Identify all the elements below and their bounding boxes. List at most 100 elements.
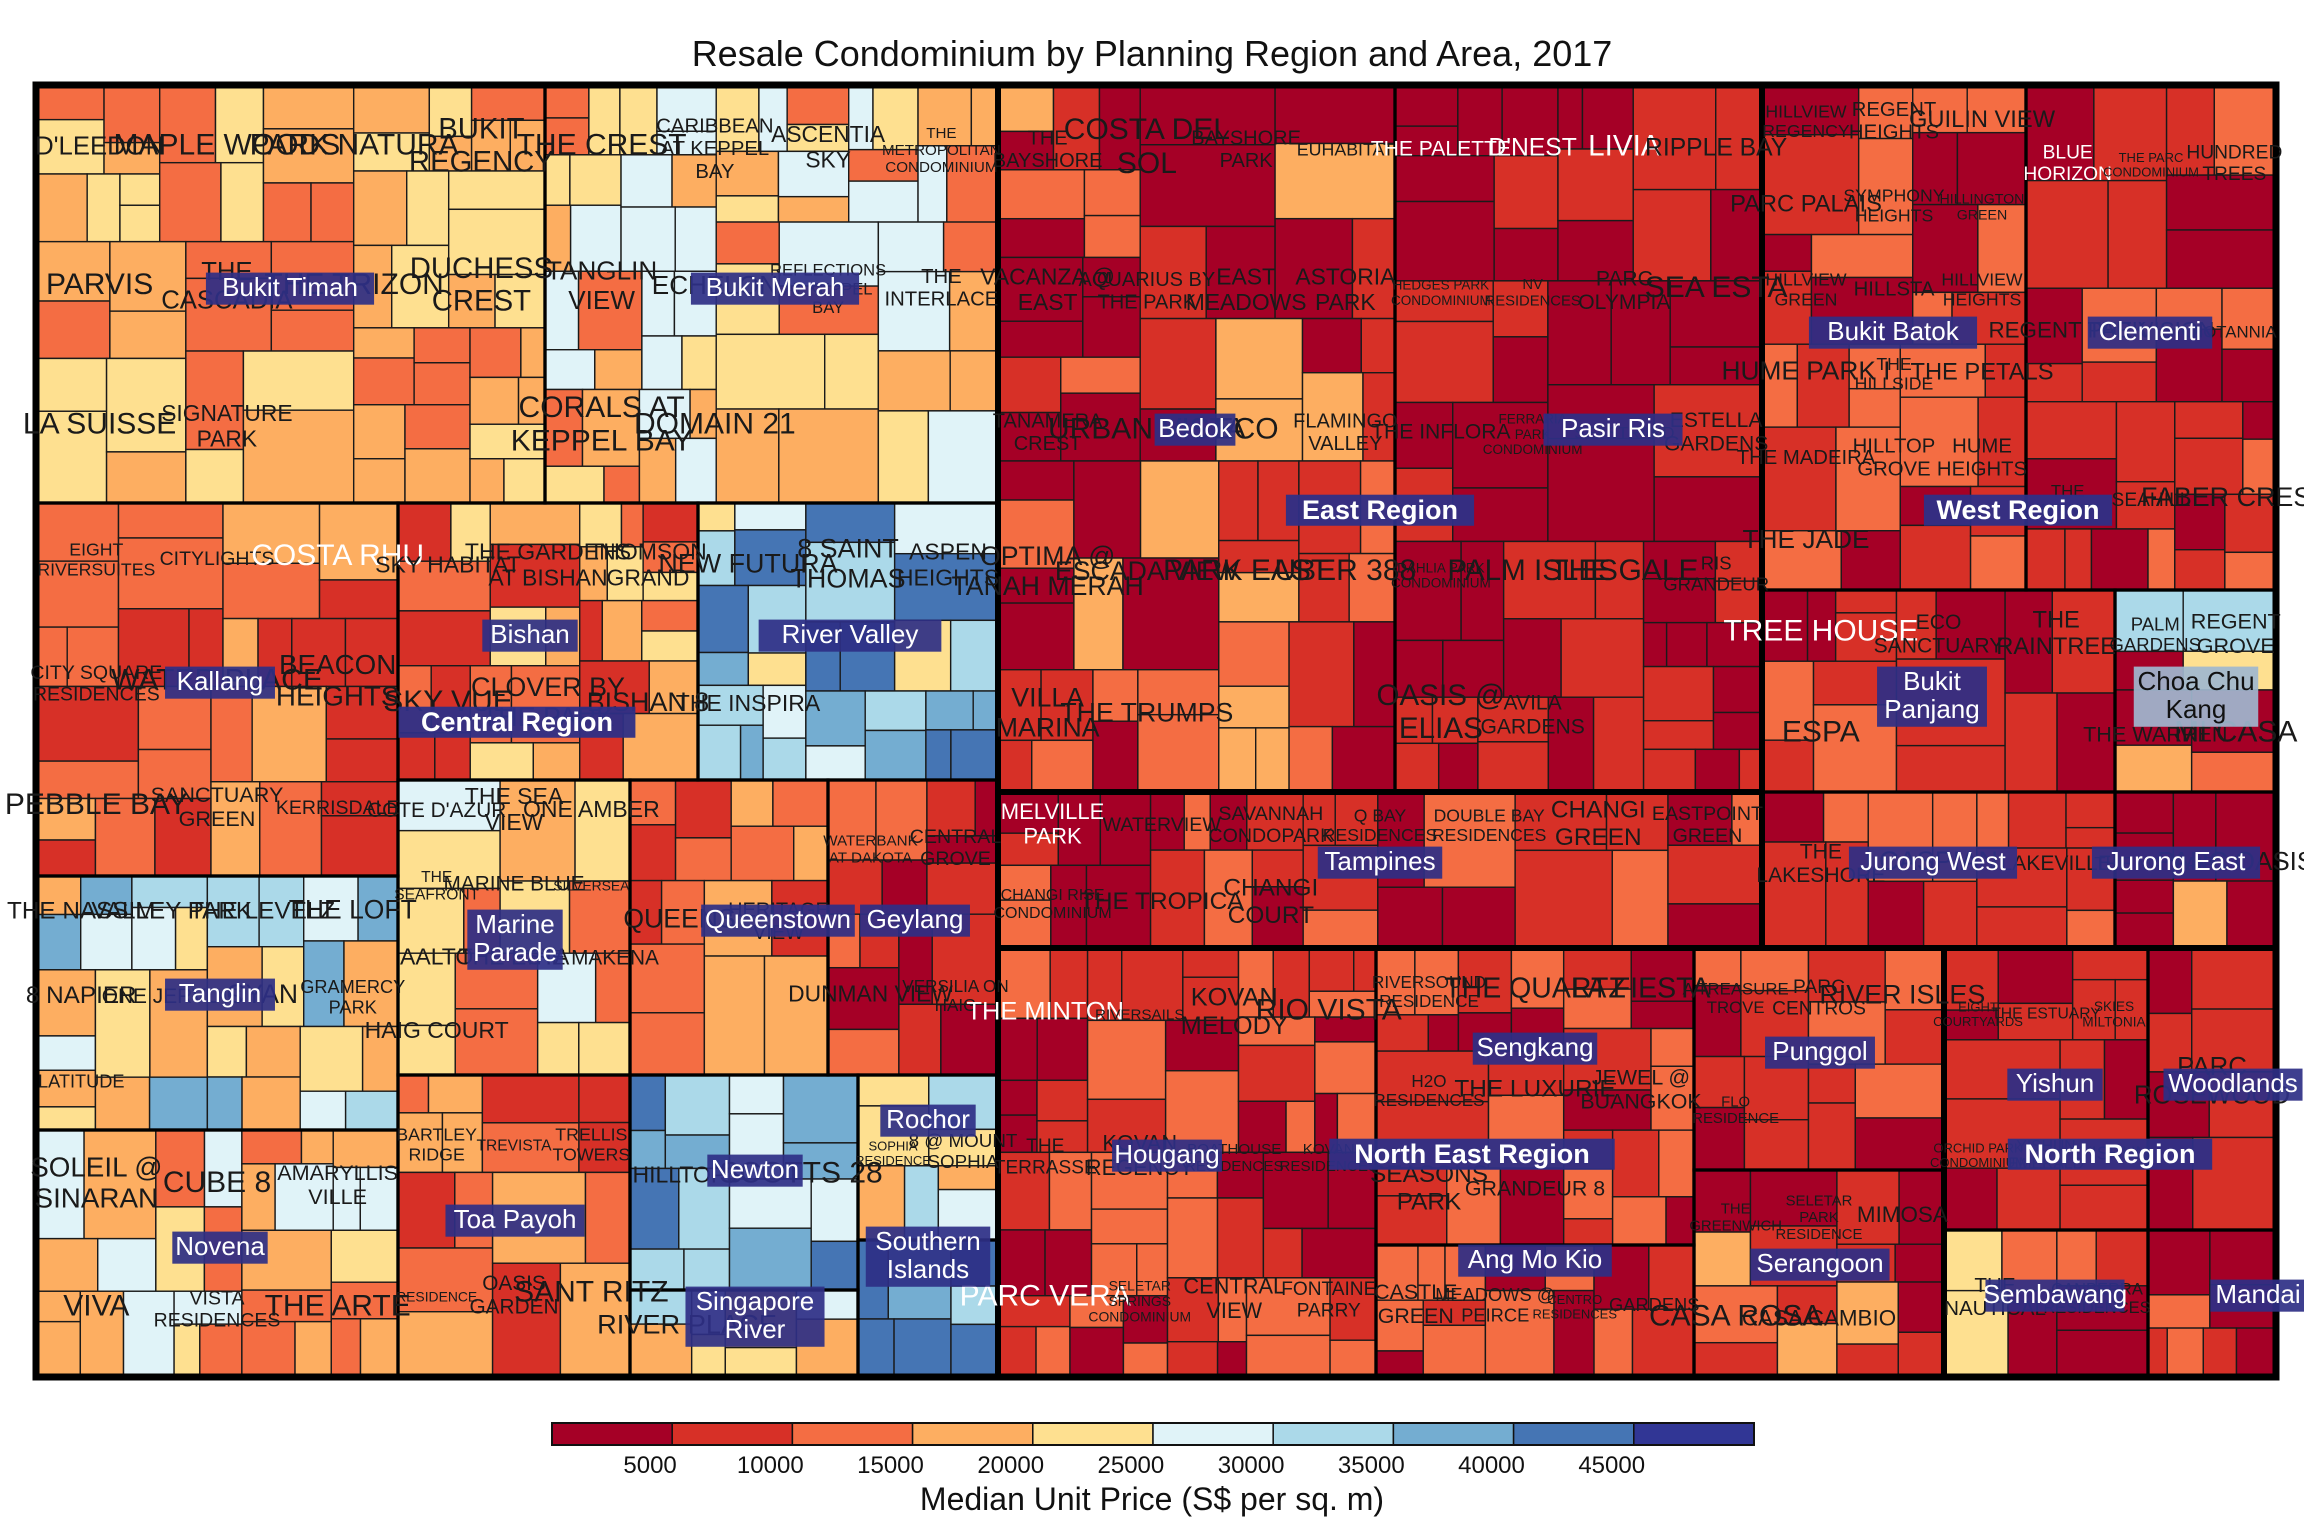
treemap-tile	[66, 626, 120, 688]
treemap-tile	[1557, 219, 1634, 282]
condo-label: RIVER ISLES	[1819, 980, 1985, 1010]
treemap-tile	[352, 327, 415, 359]
condo-label: CARIBBEAN AT KEPPEL BAY	[656, 115, 773, 182]
treemap-tile	[1835, 426, 1901, 532]
treemap-tile	[927, 410, 999, 504]
treemap-tile	[950, 1323, 999, 1378]
treemap-tile	[786, 84, 850, 126]
treemap-tile	[1510, 947, 1565, 1009]
treemap-tile	[2147, 1294, 2211, 1329]
treemap-tile	[428, 135, 473, 172]
condo-label: HILLINGTON GREEN	[1940, 191, 2025, 223]
region-label-text: North Region	[2025, 1139, 2196, 1169]
condo-label: LIVIA	[1588, 130, 1661, 163]
area-label: Kallang	[165, 666, 275, 699]
treemap-tile	[681, 335, 717, 391]
area-label-bg	[2007, 1068, 2103, 1101]
treemap-tile	[1966, 84, 2027, 134]
condo-label: NEW FUTURA	[658, 548, 837, 578]
treemap-tile	[578, 1021, 631, 1076]
area-label-text: Tampines	[1324, 846, 1435, 876]
treemap-tile	[1492, 336, 1549, 404]
treemap-tile	[35, 118, 105, 175]
treemap-tile	[1394, 155, 1495, 203]
area-label-bg	[165, 978, 275, 1011]
treemap-tile	[642, 502, 699, 543]
condo-label: EUHABITAT	[1297, 140, 1394, 160]
treemap-tile	[715, 221, 780, 265]
treemap-tile	[397, 887, 465, 954]
treemap-tile	[857, 1318, 895, 1378]
treemap-tile	[1493, 227, 1559, 282]
treemap-tile	[1611, 849, 1669, 949]
area-label-bg	[701, 904, 855, 937]
legend-tick-label: 15000	[857, 1452, 924, 1479]
condo-label: TANGLIN VIEW	[546, 256, 657, 315]
treemap-tile	[1665, 621, 1708, 668]
condo-label: THE GALE	[1550, 554, 1698, 587]
treemap-tile	[949, 619, 999, 692]
area-label: Sengkang	[1472, 1032, 1598, 1065]
treemap-tile	[1183, 791, 1211, 851]
treemap-tile	[763, 955, 829, 1076]
area-label-bg	[1848, 846, 2018, 879]
treemap-tile	[1642, 748, 1697, 793]
treemap-tile	[343, 940, 399, 1028]
area-label: Bedok	[1154, 413, 1236, 446]
condo-label: THE LEVELZ	[189, 897, 335, 924]
treemap-tile	[1251, 849, 1304, 888]
condo-label: BEACON HEIGHTS	[276, 649, 400, 711]
area-label-text: Hougang	[1114, 1139, 1220, 1169]
treemap-tile	[1394, 84, 1459, 127]
treemap-tile	[1897, 1281, 1945, 1333]
treemap-tile	[1594, 540, 1645, 620]
treemap-tile	[1642, 540, 1717, 580]
treemap-tile	[489, 502, 581, 546]
treemap-tile	[80, 913, 133, 971]
treemap-tile	[1166, 1341, 1219, 1378]
treemap-tile	[1139, 225, 1207, 320]
condo-label: BLUE HORIZON	[2023, 143, 2111, 186]
treemap-tile	[629, 779, 677, 826]
treemap-tile	[827, 966, 900, 1031]
condo-label: CENTRO RESIDENCES	[1532, 1292, 1617, 1322]
treemap-tile	[1997, 1002, 2074, 1041]
treemap-tile	[641, 270, 676, 337]
legend-swatch	[1512, 1422, 1635, 1446]
treemap-tile	[2051, 589, 2116, 694]
area-label-text: Bukit Batok	[1827, 316, 1960, 346]
condo-label: KOVAN MELODY	[1181, 984, 1288, 1040]
treemap-tile	[1547, 280, 1612, 386]
area-label-text: Kang	[2166, 694, 2227, 724]
treemap-tile	[1237, 1100, 1287, 1154]
treemap-tile	[1044, 1229, 1093, 1297]
treemap-tile	[1139, 144, 1276, 228]
treemap-tile	[2147, 528, 2176, 591]
treemap-tile	[325, 685, 399, 740]
treemap-tile	[532, 742, 581, 781]
condo-label: FLAMINGO VALLEY	[1293, 410, 1397, 454]
condo-label: TANAMERA CREST	[993, 410, 1103, 454]
treemap-tile	[793, 825, 829, 882]
condo-label: VACANZA @ EAST	[980, 264, 1115, 316]
treemap-tile	[2191, 947, 2277, 1010]
treemap-tile	[397, 610, 491, 667]
treemap-tile	[1082, 256, 1141, 298]
condo-label: THOMSON GRAND	[589, 539, 707, 591]
treemap-tile	[1427, 1014, 1460, 1052]
treemap-tile	[2172, 880, 2228, 949]
treemap-tile	[777, 195, 850, 223]
condo-label: MIMOSA	[1857, 1202, 1948, 1227]
condo-label: PARVIS	[46, 268, 153, 301]
treemap-tile	[1069, 1326, 1125, 1378]
treemap-tile	[119, 173, 161, 206]
treemap-tile	[730, 779, 774, 827]
treemap-tile	[262, 182, 312, 243]
condo-label: OPTIMA @ TANAH MERAH	[951, 541, 1143, 601]
treemap-tile	[1899, 524, 1972, 591]
treemap-tile	[35, 410, 108, 504]
treemap-tile	[1749, 1169, 1838, 1227]
condo-label: DUCHESS CREST	[410, 252, 553, 318]
condo-label: COSTA RHU	[251, 539, 424, 572]
treemap-tile	[259, 781, 323, 877]
